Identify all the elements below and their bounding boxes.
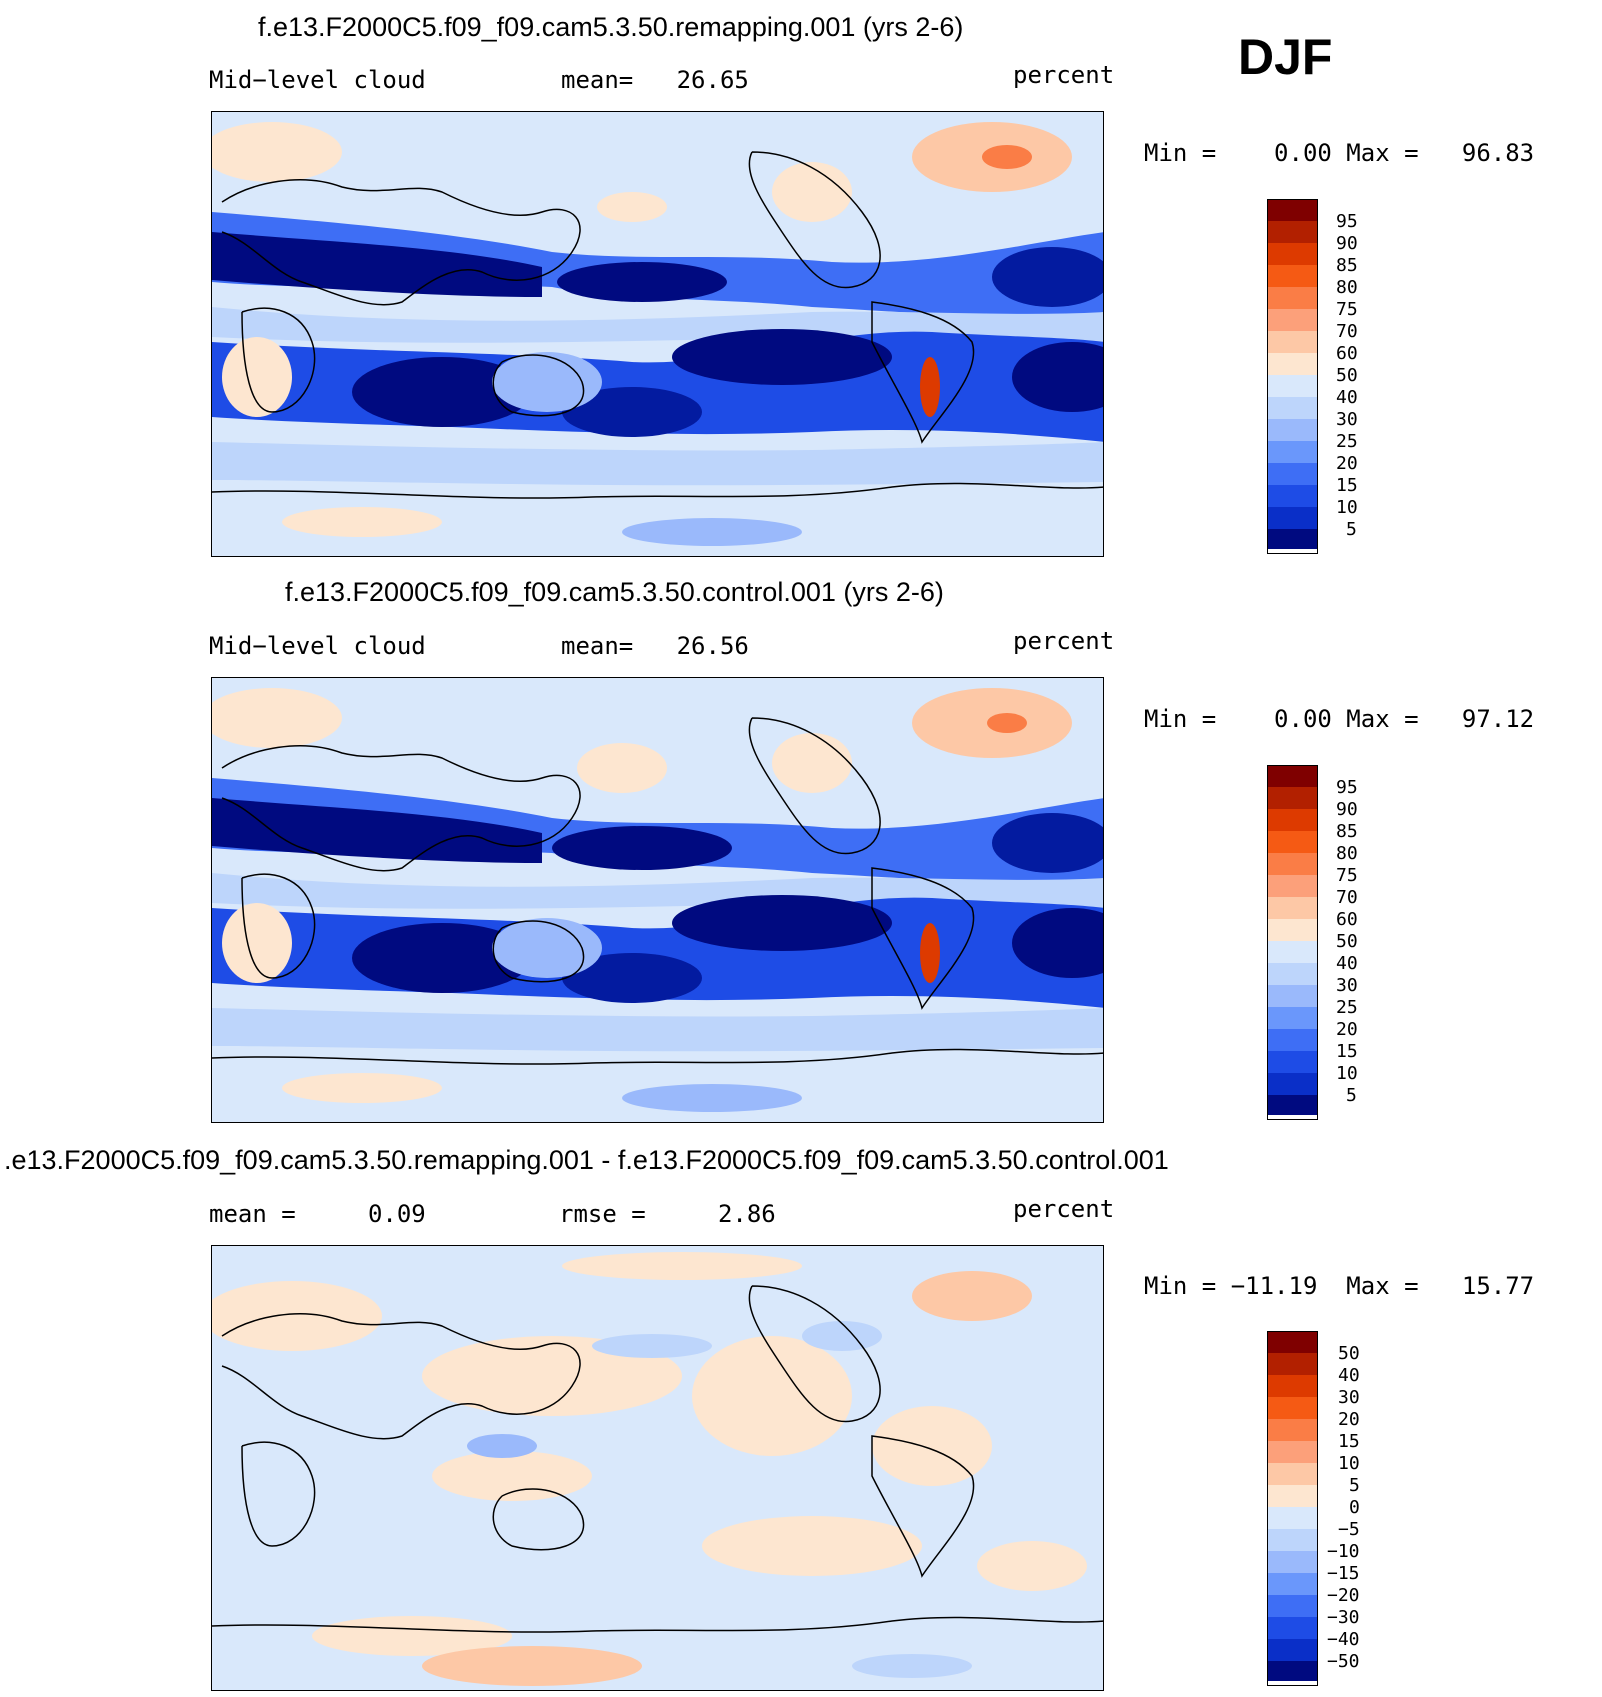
- colorbar-tick-label: 75: [1336, 299, 1358, 320]
- colorbar-tick-label: 50: [1336, 365, 1358, 386]
- colorbar-tick-label: 10: [1336, 497, 1358, 518]
- panel2-minmax-label: Min = 0.00 Max = 97.12: [1144, 705, 1535, 733]
- colorbar-tick-label: 5: [1346, 1085, 1357, 1106]
- panel2-variable-label: Mid−level cloud: [209, 632, 426, 660]
- colorbar-tick-label: 20: [1336, 453, 1358, 474]
- panel1-units-label: percent: [1013, 61, 1115, 89]
- panel1-mean-label: mean= 26.65: [561, 66, 749, 94]
- colorbar-tick-label: 75: [1336, 865, 1358, 886]
- panel3-units-label: percent: [1013, 1195, 1115, 1223]
- colorbar-tick-label: −50: [1327, 1651, 1360, 1672]
- colorbar-tick-label: 80: [1336, 843, 1358, 864]
- panel2-map-graphic: [212, 678, 1103, 1122]
- colorbar-tick-label: 40: [1338, 1365, 1360, 1386]
- colorbar-tick-label: 40: [1336, 387, 1358, 408]
- panel1-minmax-label: Min = 0.00 Max = 96.83: [1144, 139, 1535, 167]
- colorbar-tick-label: 60: [1336, 343, 1358, 364]
- colorbar-tick-label: −15: [1327, 1563, 1360, 1584]
- panel1-map: [211, 111, 1104, 557]
- colorbar-tick-label: 30: [1336, 975, 1358, 996]
- colorbar-tick-label: 30: [1336, 409, 1358, 430]
- colorbar-tick-label: 85: [1336, 821, 1358, 842]
- colorbar-tick-label: 70: [1336, 321, 1358, 342]
- panel2-colorbar: [1267, 765, 1318, 1120]
- panel1-variable-label: Mid−level cloud: [209, 66, 426, 94]
- colorbar-tick-label: 25: [1336, 997, 1358, 1018]
- colorbar-tick-label: 60: [1336, 909, 1358, 930]
- colorbar-tick-label: 95: [1336, 211, 1358, 232]
- colorbar-tick-label: 15: [1338, 1431, 1360, 1452]
- panel2-units-label: percent: [1013, 627, 1115, 655]
- colorbar-tick-label: 90: [1336, 799, 1358, 820]
- colorbar-tick-label: 10: [1338, 1453, 1360, 1474]
- colorbar-tick-label: 80: [1336, 277, 1358, 298]
- colorbar-tick-label: 95: [1336, 777, 1358, 798]
- colorbar-tick-label: 5: [1346, 519, 1357, 540]
- panel3-title: .e13.F2000C5.f09_f09.cam5.3.50.remapping…: [4, 1145, 1169, 1175]
- colorbar-tick-label: −20: [1327, 1585, 1360, 1606]
- panel1-title: f.e13.F2000C5.f09_f09.cam5.3.50.remappin…: [258, 12, 964, 42]
- colorbar-tick-label: 85: [1336, 255, 1358, 276]
- colorbar-tick-label: 25: [1336, 431, 1358, 452]
- colorbar-tick-label: 5: [1349, 1475, 1360, 1496]
- colorbar-tick-label: −40: [1327, 1629, 1360, 1650]
- colorbar-tick-label: 50: [1338, 1343, 1360, 1364]
- colorbar-tick-label: 40: [1336, 953, 1358, 974]
- panel3-rmse-label: rmse = 2.86: [559, 1200, 776, 1228]
- colorbar-tick-label: 15: [1336, 1041, 1358, 1062]
- colorbar-tick-label: 15: [1336, 475, 1358, 496]
- panel3-map: [211, 1245, 1104, 1691]
- season-label: DJF: [1238, 29, 1333, 85]
- panel2-mean-label: mean= 26.56: [561, 632, 749, 660]
- colorbar-tick-label: 20: [1338, 1409, 1360, 1430]
- panel2-title: f.e13.F2000C5.f09_f09.cam5.3.50.control.…: [285, 577, 944, 607]
- panel3-minmax-label: Min = −11.19 Max = 15.77: [1144, 1272, 1535, 1300]
- colorbar-tick-label: 90: [1336, 233, 1358, 254]
- colorbar-tick-label: 20: [1336, 1019, 1358, 1040]
- colorbar-tick-label: 70: [1336, 887, 1358, 908]
- panel1-colorbar: [1267, 199, 1318, 554]
- colorbar-tick-label: −10: [1327, 1541, 1360, 1562]
- colorbar-tick-label: −5: [1338, 1519, 1360, 1540]
- colorbar-tick-label: 50: [1336, 931, 1358, 952]
- panel3-map-graphic: [212, 1246, 1103, 1690]
- colorbar-tick-label: −30: [1327, 1607, 1360, 1628]
- panel3-mean-label: mean = 0.09: [209, 1200, 426, 1228]
- panel2-map: [211, 677, 1104, 1123]
- panel3-colorbar: [1267, 1331, 1318, 1686]
- colorbar-tick-label: 10: [1336, 1063, 1358, 1084]
- panel1-map-graphic: [212, 112, 1103, 556]
- colorbar-tick-label: 30: [1338, 1387, 1360, 1408]
- colorbar-tick-label: 0: [1349, 1497, 1360, 1518]
